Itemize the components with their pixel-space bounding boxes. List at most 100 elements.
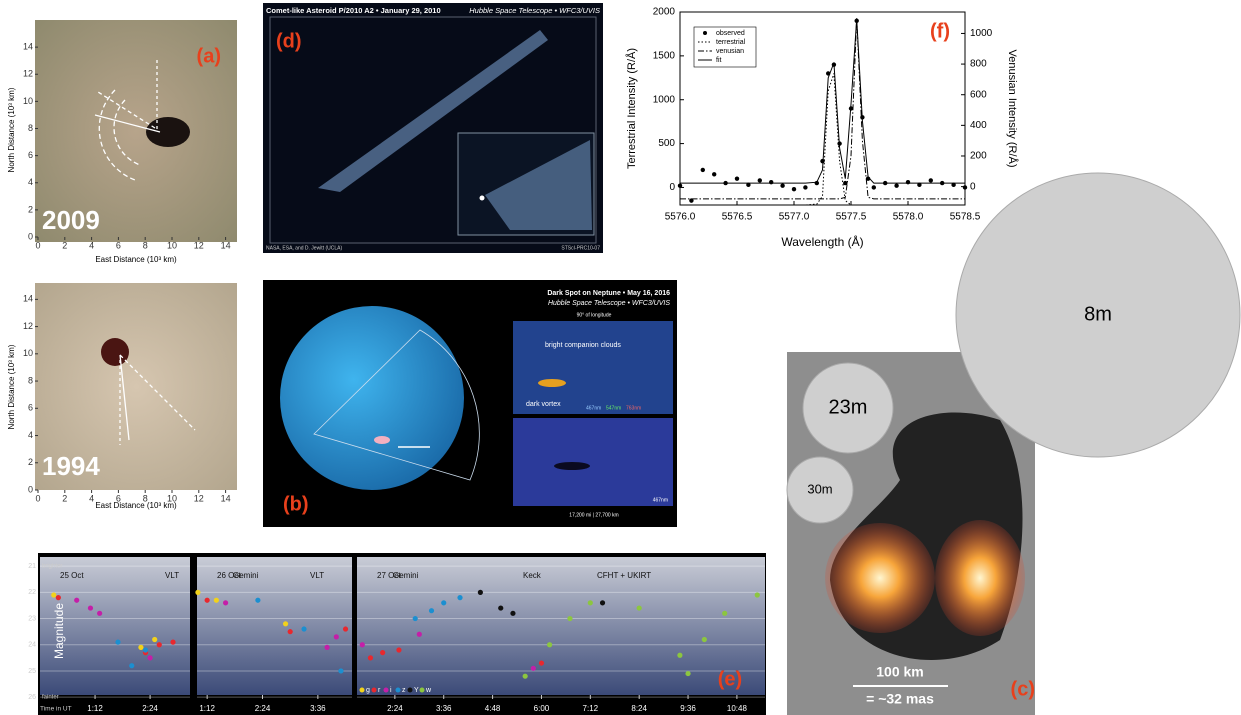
legend-label: g xyxy=(366,687,370,694)
scale-label: 100 km xyxy=(876,664,923,680)
data-point xyxy=(803,185,808,190)
sector xyxy=(313,329,480,481)
y2-tick-label: 600 xyxy=(970,89,987,100)
x-tick-label: 5577.0 xyxy=(779,212,810,223)
arrows xyxy=(119,354,196,445)
series-line xyxy=(680,18,965,200)
x-axis-label: Wavelength (Å) xyxy=(781,234,863,249)
y-axis-label: North Distance (10³ km) xyxy=(7,87,16,172)
faint-label: fainter xyxy=(42,695,59,701)
data-point xyxy=(677,183,683,188)
x-tick-label: 9:36 xyxy=(680,704,696,713)
data-point xyxy=(333,634,339,640)
bright-label: brighter xyxy=(42,564,62,570)
y-tick-label: 2 xyxy=(28,204,33,214)
data-point xyxy=(223,600,229,606)
x-tick-label: 5576.5 xyxy=(722,212,753,223)
data-point xyxy=(701,636,707,643)
instrument-label: VLT xyxy=(165,571,179,580)
arrows xyxy=(94,60,161,181)
data-point xyxy=(734,176,740,181)
data-point xyxy=(917,182,922,188)
legend-label: observed xyxy=(716,30,745,37)
x-tick-label: 1:12 xyxy=(87,704,103,713)
data-point xyxy=(546,642,553,648)
y-tick-label: 23 xyxy=(28,615,36,622)
size-label: 23m xyxy=(829,396,868,418)
dark-spot xyxy=(146,117,190,147)
y-tick-label: 14 xyxy=(23,42,33,52)
y-tick-label: 0 xyxy=(28,231,33,241)
series-line xyxy=(680,73,965,206)
y2-tick-label: 1000 xyxy=(970,28,993,39)
data-point xyxy=(587,600,593,606)
size-label: 30m xyxy=(807,481,832,496)
image-1994 xyxy=(35,283,237,490)
y-tick-label: 4 xyxy=(28,177,33,187)
year-label: 1994 xyxy=(42,451,100,481)
data-point xyxy=(74,597,80,603)
vortex xyxy=(554,462,590,470)
data-point xyxy=(754,592,760,598)
y-tick-label: 6 xyxy=(28,150,33,160)
y-tick-label: 8 xyxy=(28,375,33,385)
data-point xyxy=(412,615,418,622)
y-tick-label: 24 xyxy=(28,642,36,649)
data-point xyxy=(287,629,293,635)
legend-marker xyxy=(359,687,365,693)
y-axis-label: Terrestrial Intensity (R/Å) xyxy=(625,48,638,169)
data-point xyxy=(147,655,153,661)
data-point xyxy=(700,167,705,173)
y-tick-label: 0 xyxy=(669,182,675,193)
data-point xyxy=(195,589,201,595)
legend-label: venusian xyxy=(716,48,744,55)
x-tick-label: 8 xyxy=(143,493,148,503)
legend-label: fit xyxy=(716,57,722,64)
glow xyxy=(935,520,1025,636)
data-point xyxy=(677,652,683,658)
data-point xyxy=(746,182,751,188)
y-axis-label: North Distance (10³ km) xyxy=(7,344,16,429)
instrument: Hubble Space Telescope • WFC3/UVIS xyxy=(548,300,670,307)
image-title: Comet-like Asteroid P/2010 A2 • January … xyxy=(266,6,441,15)
y-tick-label: 0 xyxy=(28,484,33,494)
instrument-label: Gemini xyxy=(233,571,259,580)
date-label: 25 Oct xyxy=(60,571,84,580)
credit: NASA, ESA, and D. Jewitt (UCLA) xyxy=(266,245,342,251)
data-point xyxy=(97,610,103,616)
x-tick-label: 4 xyxy=(89,240,94,250)
data-point xyxy=(636,605,642,611)
y-tick-label: 26 xyxy=(28,694,36,701)
y-tick-label: 12 xyxy=(23,321,33,331)
panel-label: (e) xyxy=(718,668,742,690)
legend-marker xyxy=(395,687,401,693)
data-point xyxy=(367,655,374,661)
instrument-label: VLT xyxy=(310,571,324,580)
legend-marker xyxy=(703,31,707,35)
x-tick-label: 2:24 xyxy=(255,704,271,713)
data-point xyxy=(722,610,728,616)
data-point xyxy=(769,179,774,185)
x-tick-label: 0 xyxy=(35,493,40,503)
legend-label: Y xyxy=(414,687,419,694)
x-tick-label: 12 xyxy=(194,240,204,250)
scale-label: 17,200 mi | 27,700 km xyxy=(569,512,618,518)
data-point xyxy=(129,663,135,669)
x-tick-label: 6:00 xyxy=(534,704,550,713)
date-label: 27 Oct xyxy=(377,571,401,580)
glow xyxy=(825,523,935,633)
data-point xyxy=(905,179,911,185)
y-tick-label: 21 xyxy=(28,563,36,570)
year-label: 2009 xyxy=(42,205,100,235)
data-point xyxy=(87,605,94,611)
size-label: 8m xyxy=(1084,303,1112,325)
angle-label: = ~32 mas xyxy=(866,691,934,707)
x-tick-label: 3:36 xyxy=(310,704,326,713)
data-point xyxy=(380,650,386,656)
legend-marker xyxy=(419,687,425,693)
data-point xyxy=(170,639,176,645)
data-point xyxy=(530,665,536,671)
panel-label: (d) xyxy=(276,30,302,52)
data-point xyxy=(55,595,61,601)
